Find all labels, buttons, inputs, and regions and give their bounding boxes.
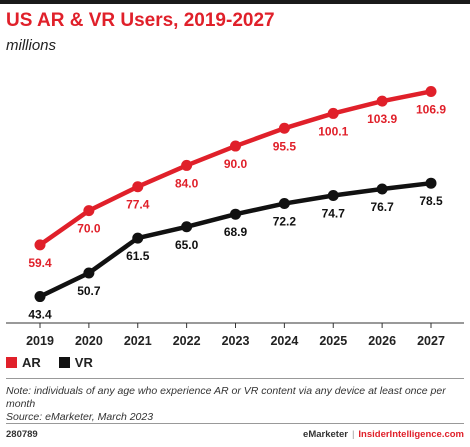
note-text: Note: individuals of any age who experie… bbox=[6, 385, 446, 410]
x-tick-label: 2023 bbox=[222, 334, 250, 348]
data-label-vr: 68.9 bbox=[224, 225, 248, 239]
legend-label-vr: VR bbox=[74, 355, 93, 370]
data-label-ar: 100.1 bbox=[318, 124, 348, 138]
data-label-vr: 74.7 bbox=[322, 206, 346, 220]
source-text: Source: eMarketer, March 2023 bbox=[6, 411, 154, 423]
data-label-ar: 70.0 bbox=[77, 222, 101, 236]
data-point-ar bbox=[230, 140, 241, 152]
line-chart: 2019 2020 2021 2022 2023 2024 2025 2026 2027 59.4… bbox=[6, 85, 464, 348]
divider-bottom bbox=[6, 423, 464, 424]
chart-title: US AR & VR Users, 2019-2027 bbox=[6, 10, 275, 31]
x-tick-label: 2026 bbox=[368, 334, 396, 348]
legend-label-ar: AR bbox=[22, 355, 41, 370]
data-label-ar: 103.9 bbox=[367, 112, 397, 126]
data-label-vr: 78.5 bbox=[419, 194, 443, 208]
data-point-vr bbox=[83, 267, 95, 279]
data-label-ar: 59.4 bbox=[28, 256, 52, 270]
x-tick-label: 2027 bbox=[417, 334, 445, 348]
data-label-vr: 43.4 bbox=[28, 308, 52, 322]
data-point-vr bbox=[34, 291, 46, 303]
data-point-ar bbox=[278, 122, 290, 134]
legend-item-ar: AR bbox=[6, 355, 41, 370]
data-point-vr bbox=[230, 208, 241, 220]
data-label-ar: 84.0 bbox=[175, 176, 199, 190]
x-tick-label: 2024 bbox=[270, 334, 298, 348]
brand-separator: | bbox=[351, 429, 355, 440]
data-label-vr: 76.7 bbox=[370, 200, 394, 214]
x-tick-label: 2020 bbox=[75, 334, 103, 348]
data-point-ar bbox=[376, 95, 388, 107]
x-tick-label: 2025 bbox=[319, 334, 347, 348]
x-tick-label: 2022 bbox=[173, 334, 201, 348]
data-point-vr bbox=[278, 198, 290, 210]
divider-top bbox=[6, 378, 464, 379]
brand-insider: InsiderIntelligence.com bbox=[358, 429, 464, 440]
data-label-ar: 77.4 bbox=[126, 198, 150, 212]
data-point-vr bbox=[181, 221, 193, 233]
data-point-vr bbox=[327, 189, 339, 201]
top-rule bbox=[0, 0, 470, 4]
legend: AR VR bbox=[6, 355, 93, 370]
data-point-ar bbox=[132, 181, 144, 193]
data-label-ar: 95.5 bbox=[273, 139, 297, 153]
x-tick-label: 2021 bbox=[124, 334, 152, 348]
x-tick-label: 2019 bbox=[26, 334, 54, 348]
chart-subtitle: millions bbox=[6, 37, 57, 54]
data-point-ar bbox=[83, 205, 95, 217]
data-point-ar bbox=[34, 239, 46, 251]
data-point-vr bbox=[425, 177, 437, 189]
legend-swatch-ar bbox=[6, 357, 17, 368]
data-point-ar bbox=[327, 107, 339, 119]
chart-id: 280789 bbox=[6, 429, 38, 440]
brand-emarketer: eMarketer bbox=[303, 429, 348, 440]
data-label-vr: 61.5 bbox=[126, 249, 150, 263]
legend-item-vr: VR bbox=[58, 355, 93, 370]
data-point-vr bbox=[132, 232, 144, 244]
footer-brand: eMarketer | InsiderIntelligence.com bbox=[303, 429, 464, 440]
data-point-ar bbox=[181, 159, 193, 171]
data-point-vr bbox=[376, 183, 388, 195]
data-label-vr: 65.0 bbox=[175, 238, 199, 252]
data-label-ar: 90.0 bbox=[224, 157, 248, 171]
data-label-ar: 106.9 bbox=[416, 102, 446, 116]
legend-swatch-vr bbox=[58, 357, 70, 368]
note: Note: individuals of any age who experie… bbox=[6, 385, 464, 424]
data-label-vr: 50.7 bbox=[77, 284, 101, 298]
data-point-ar bbox=[425, 85, 437, 97]
data-label-vr: 72.2 bbox=[273, 215, 297, 229]
